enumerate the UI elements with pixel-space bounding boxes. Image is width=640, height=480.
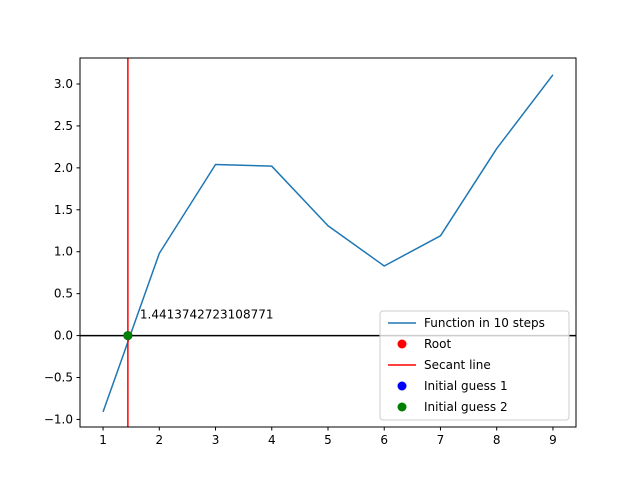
plot-layer: 1.4413742723108771 xyxy=(80,58,576,427)
x-tick-label: 4 xyxy=(268,433,276,447)
legend-item-initial-guess-1-label: Initial guess 1 xyxy=(424,379,508,393)
legend-item-root-label: Root xyxy=(424,337,451,351)
point-initial-guess-2 xyxy=(123,331,133,341)
x-tick-label: 8 xyxy=(493,433,501,447)
y-tick-label: 3.0 xyxy=(54,77,73,91)
x-tick-label: 7 xyxy=(437,433,445,447)
x-tick-label: 9 xyxy=(549,433,557,447)
series-line-function xyxy=(102,74,554,413)
x-tick-label: 1 xyxy=(99,433,107,447)
x-tick-label: 6 xyxy=(380,433,388,447)
axes-layer: 1 2 3 4 5 6 7 8 9 −1.0 −0.5 0.0 0.5 1.0 1.5 2.0 2.5 3.0 xyxy=(44,57,577,447)
legend-item-secant-line-label: Secant line xyxy=(424,358,491,372)
legend-item-function-in-10-steps-label: Function in 10 steps xyxy=(424,316,545,330)
y-tick-label: −1.0 xyxy=(44,412,73,426)
y-tick-label: 0.5 xyxy=(54,287,73,301)
y-tick-label: 0.0 xyxy=(54,329,73,343)
y-tick-label: 1.0 xyxy=(54,245,73,259)
x-tick-label: 5 xyxy=(324,433,332,447)
x-tick-label: 2 xyxy=(155,433,163,447)
root-annotation: 1.4413742723108771 xyxy=(140,308,274,322)
legend-item-initial-guess-2-label: Initial guess 2 xyxy=(424,400,508,414)
legend-box xyxy=(379,310,570,421)
y-tick-label: 2.5 xyxy=(54,119,73,133)
legend-item-initial-guess-2-handle xyxy=(397,402,407,412)
legend: Function in 10 steps Root Secant line Initi… xyxy=(379,310,570,421)
legend-item-initial-guess-1-handle xyxy=(397,381,407,391)
x-tick-label: 3 xyxy=(212,433,220,447)
y-tick-label: 1.5 xyxy=(54,203,73,217)
y-tick-label: 2.0 xyxy=(54,161,73,175)
y-tick-label: −0.5 xyxy=(44,371,73,385)
legend-item-root-handle xyxy=(397,339,407,349)
